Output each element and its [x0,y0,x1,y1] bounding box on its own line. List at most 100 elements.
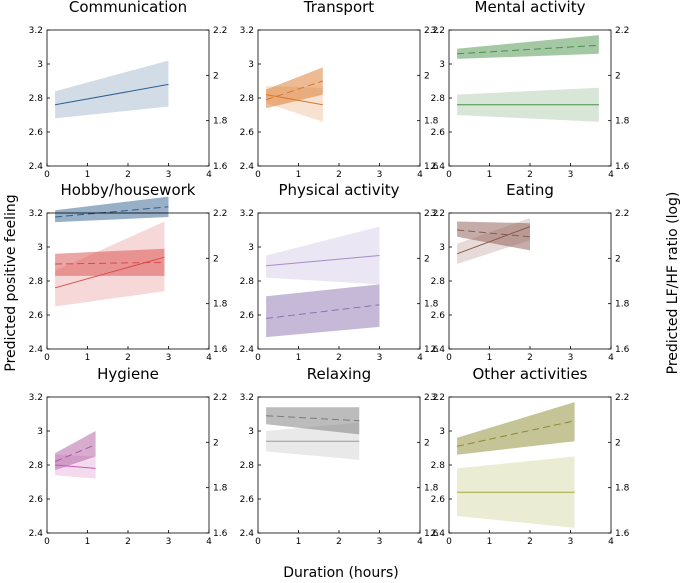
x-tick-label: 4 [206,353,212,363]
feeling-ci-band [266,226,380,285]
y-tick-label-left: 2.6 [240,495,255,505]
y-tick-label-right: 1.8 [213,484,228,494]
panel-0: Communication 0 1 2 3 4 2.4 2.6 2.8 3 3.2 1.6 1.8 2 2.… [29,0,228,223]
y-tick-label-right: 1.6 [213,529,228,539]
x-tick-label: 0 [255,170,261,180]
x-tick-label: 3 [568,353,574,363]
lfhf-ci-band [457,35,599,59]
lfhf-ci-band [457,221,530,251]
y-tick-label-right: 2 [615,438,621,448]
y-tick-label-right: 1.8 [615,300,630,310]
x-tick-label: 2 [527,353,533,363]
lfhf-line [54,444,96,463]
x-tick-label: 2 [125,170,131,180]
y-tick-label-right: 2.2 [615,26,629,36]
y-tick-label-right: 2.2 [615,393,629,403]
x-tick-label: 2 [527,537,533,547]
x-tick-label: 0 [446,170,452,180]
panel-title: Other activities [473,365,588,383]
y-tick-label-right: 2.2 [424,26,438,36]
y-tick-label-left: 3 [37,60,43,70]
x-tick-label: 3 [377,170,383,180]
x-tick-label: 1 [296,170,302,180]
feeling-line [55,83,169,106]
y-tick-label-left: 2.8 [431,277,446,287]
lfhf-ci-band [55,248,165,276]
y-tick-label-left: 3.2 [431,393,445,403]
y-tick-label-right: 2.2 [213,209,227,219]
y-tick-label-left: 3 [248,427,254,437]
y-tick-label-right: 1.8 [213,117,228,127]
x-tick-label: 0 [255,537,261,547]
y-tick-label-right: 1.6 [424,529,439,539]
lfhf-line [457,229,531,238]
x-tick-label: 3 [377,537,383,547]
panel-title: Communication [69,0,187,16]
x-tick-label: 4 [417,353,423,363]
y-tick-label-left: 3.2 [240,26,254,36]
lfhf-ci-band [55,196,169,223]
x-tick-label: 2 [125,537,131,547]
y-tick-label-left: 2.6 [29,128,44,138]
y-tick-label-left: 2.6 [29,311,44,321]
feeling-line [266,94,323,106]
x-tick-label: 2 [336,537,342,547]
y-tick-label-right: 1.8 [615,117,630,127]
x-tick-label: 4 [206,537,212,547]
x-tick-label: 2 [336,353,342,363]
y-tick-label-right: 2.2 [213,393,227,403]
feeling-line [266,255,380,267]
panel-title: Mental activity [475,0,586,16]
y-tick-label-left: 2.6 [240,311,255,321]
y-tick-label-left: 2.4 [240,529,255,539]
lfhf-ci-band [266,67,323,109]
x-tick-label: 4 [417,537,423,547]
x-tick-label: 3 [568,537,574,547]
panel-1: Transport 0 1 2 3 4 2.4 2.6 2.8 3 3.2 1.6 1.8 2 2.2 [240,0,439,180]
y-tick-label-left: 3 [439,427,445,437]
y-tick-label-right: 1.6 [213,162,228,172]
y-tick-label-left: 2.4 [431,162,446,172]
y-tick-label-left: 2.4 [431,345,446,355]
y-tick-label-right: 2 [213,438,219,448]
y-tick-label-left: 2.8 [240,461,255,471]
x-tick-label: 2 [336,170,342,180]
y-tick-label-right: 2 [424,71,430,81]
y-tick-label-right: 2 [213,71,219,81]
y-tick-label-left: 2.4 [240,345,255,355]
y-tick-label-left: 3 [439,60,445,70]
y-tick-label-left: 2.8 [431,461,446,471]
y-tick-label-right: 2 [424,438,430,448]
x-tick-label: 3 [377,353,383,363]
feeling-line [456,226,531,255]
y-tick-label-right: 1.8 [424,300,439,310]
y-tick-label-left: 3 [37,427,43,437]
panel-3: Hobby/housework 0 1 2 3 4 2.4 2.6 2.8 3 3.2 1.6 1.8 2… [29,181,228,363]
y-tick-label-left: 3.2 [29,393,43,403]
panel-8: Other activities 0 1 2 3 4 2.4 2.6 2.8 3 3.2 1.6 1.8… [431,365,630,547]
x-tick-label: 4 [608,537,614,547]
lfhf-ci-band [266,284,380,338]
x-tick-label: 0 [44,170,50,180]
y-tick-label-left: 3.2 [240,393,254,403]
panel-4: Physical activity 0 1 2 3 4 2.4 2.6 2.8 3 3.2 1.6 1.… [240,181,439,363]
x-tick-label: 4 [417,170,423,180]
y-tick-label-right: 2 [615,71,621,81]
y-tick-label-left: 2.8 [240,94,255,104]
x-tick-label: 0 [446,537,452,547]
y-tick-label-left: 2.4 [29,345,44,355]
y-tick-label-right: 1.6 [424,345,439,355]
lfhf-line [266,304,380,319]
lfhf-ci-band [457,402,575,455]
y-tick-label-left: 2.6 [240,128,255,138]
y-tick-label-right: 1.8 [424,117,439,127]
y-tick-label-left: 3 [248,243,254,253]
y-tick-label-right: 2.2 [424,393,438,403]
y-tick-label-right: 1.6 [213,345,228,355]
y-tick-label-right: 1.6 [424,162,439,172]
lfhf-line [55,261,165,265]
lfhf-line [456,420,575,447]
x-tick-label: 1 [296,353,302,363]
x-tick-label: 0 [446,353,452,363]
x-tick-label: 4 [608,170,614,180]
